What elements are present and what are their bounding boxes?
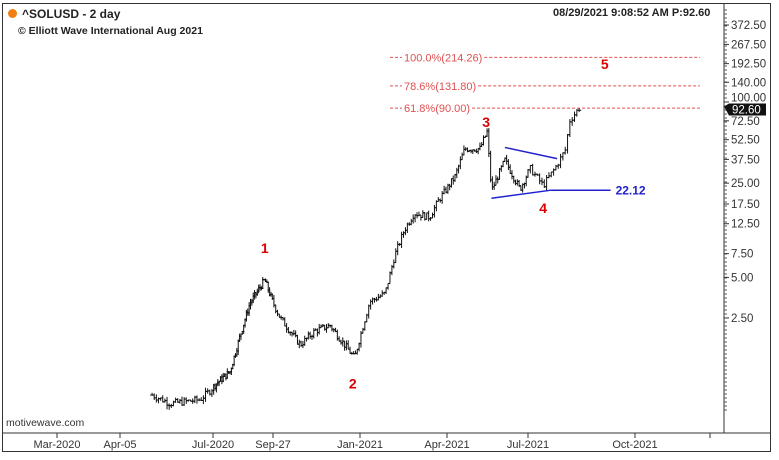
chart-frame — [2, 3, 771, 452]
wave-label-2: 2 — [349, 375, 357, 391]
y-tick-label: 140.00 — [731, 77, 766, 89]
support-label: 22.12 — [616, 183, 646, 197]
last-price-tag — [724, 103, 766, 116]
fib-label: 78.6%(131.80) — [404, 81, 476, 93]
last-price-label: 92.60 — [732, 104, 761, 116]
symbol-title: ^SOLUSD - 2 day — [22, 7, 121, 21]
y-tick-label: 72.50 — [731, 116, 760, 128]
wave-label-4: 4 — [539, 200, 547, 216]
x-tick-label: Oct-2021 — [612, 439, 657, 451]
y-tick-label: 100.00 — [731, 92, 766, 104]
x-tick-label: Mar-2020 — [33, 439, 80, 451]
fib-label: 100.0%(214.26) — [404, 52, 482, 64]
watermark: motivewave.com — [6, 417, 85, 429]
wave-label-1: 1 — [261, 240, 269, 256]
y-tick-label: 5.00 — [731, 272, 753, 284]
copyright-text: © Elliott Wave International Aug 2021 — [18, 25, 203, 37]
x-tick-label: Sep-27 — [255, 439, 290, 451]
x-tick-label: Apr-05 — [103, 439, 136, 451]
x-tick-label: Jul-2020 — [192, 439, 234, 451]
y-tick-label: 372.50 — [731, 20, 766, 32]
y-tick-label: 12.50 — [731, 219, 760, 231]
triangle-upper-line — [504, 146, 558, 160]
triangle-lower-line — [491, 189, 551, 200]
y-tick-label: 52.50 — [731, 135, 760, 147]
y-tick-label: 37.50 — [731, 154, 760, 166]
status-dot-icon — [8, 9, 17, 18]
fib-label: 61.8%(90.00) — [404, 103, 470, 115]
x-tick-label: Apr-2021 — [424, 439, 469, 451]
y-tick-label: 192.50 — [731, 59, 766, 71]
y-tick-label: 2.50 — [731, 313, 753, 325]
y-tick-label: 25.00 — [731, 178, 760, 190]
y-tick-label: 267.50 — [731, 39, 766, 51]
timestamp-price: 08/29/2021 9:08:52 AM P:92.60 — [553, 7, 711, 19]
x-tick-label: Jan-2021 — [337, 439, 383, 451]
y-tick-label: 7.50 — [731, 249, 753, 261]
wave-label-3: 3 — [482, 114, 490, 130]
wave-label-5: 5 — [601, 56, 609, 72]
x-tick-label: Jul-2021 — [507, 439, 549, 451]
y-tick-label: 17.50 — [731, 199, 760, 211]
